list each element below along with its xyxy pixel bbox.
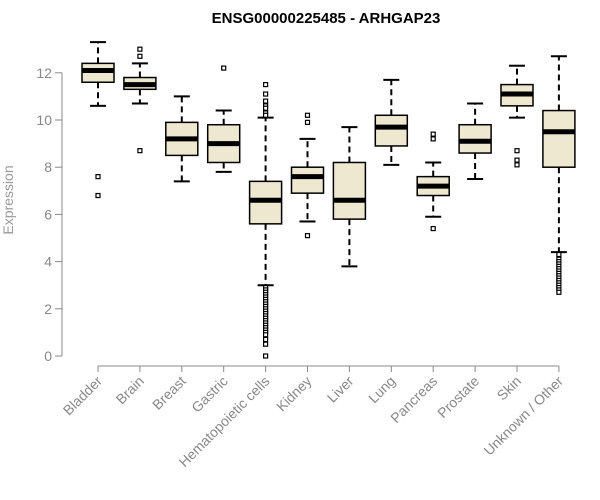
y-tick-label: 6 — [44, 206, 52, 222]
outlier-point — [430, 225, 436, 232]
box-lung — [374, 78, 409, 166]
outlier-point — [263, 91, 269, 97]
x-tick-label: Brain — [113, 373, 147, 407]
outlier-point — [221, 65, 227, 71]
outlier-point — [263, 341, 269, 347]
outlier-point — [514, 148, 520, 154]
y-tick-label: 8 — [44, 159, 52, 175]
outlier-point — [263, 336, 269, 343]
outlier-point — [430, 136, 436, 142]
x-tick-label: Lung — [365, 373, 398, 406]
outlier-point — [95, 192, 101, 199]
box-gastric — [206, 65, 241, 173]
y-axis: 0 2 4 6 8 10 12 — [36, 65, 63, 364]
x-tick-label: Skin — [494, 373, 525, 404]
outlier-point — [137, 148, 143, 154]
outlier-point — [430, 131, 436, 137]
outlier-point — [514, 162, 520, 168]
outlier-point — [263, 81, 269, 88]
box-series — [81, 41, 576, 359]
chart-title: ENSG00000225485 - ARHGAP23 — [212, 10, 441, 27]
box-breast — [165, 95, 199, 183]
box-unknown-other — [542, 55, 576, 295]
outlier-point — [304, 112, 311, 118]
x-tick-label: Kidney — [273, 373, 315, 415]
box-skin — [500, 64, 534, 168]
box-iqr — [290, 166, 325, 194]
x-tick-label: Breast — [149, 373, 189, 413]
outlier-point — [263, 98, 269, 104]
x-tick-label: Pancreas — [387, 373, 440, 426]
outlier-point — [556, 289, 562, 295]
box-iqr — [374, 114, 409, 147]
y-tick-label: 12 — [36, 65, 52, 81]
box-iqr — [332, 161, 367, 220]
box-bladder — [81, 41, 115, 199]
outlier-point — [263, 332, 269, 338]
outlier-point — [304, 119, 311, 125]
outlier-point — [263, 105, 269, 111]
x-tick-label: Unknown / Other — [480, 373, 566, 459]
box-hematopoietic-cells — [248, 81, 283, 359]
outlier-point — [263, 112, 269, 118]
outlier-point — [556, 251, 562, 258]
box-pancreas — [416, 131, 450, 232]
box-prostate — [458, 102, 492, 180]
outlier-point — [137, 46, 143, 52]
x-tick-label: Bladder — [60, 373, 106, 419]
y-tick-label: 2 — [44, 301, 52, 317]
box-iqr — [542, 109, 576, 168]
outlier-point — [304, 233, 311, 239]
outlier-point — [95, 174, 101, 180]
box-kidney — [290, 112, 325, 239]
outlier-point — [514, 157, 520, 163]
outlier-point — [137, 53, 143, 59]
y-tick-label: 10 — [36, 112, 52, 128]
outlier-point — [263, 353, 269, 359]
y-tick-label: 4 — [44, 254, 52, 270]
x-tick-label: Liver — [324, 373, 357, 406]
box-brain — [123, 46, 157, 154]
x-tick-label: Prostate — [434, 373, 482, 421]
y-tick-label: 0 — [44, 348, 52, 364]
box-liver — [332, 126, 367, 268]
y-axis-label: Expression — [0, 165, 16, 234]
